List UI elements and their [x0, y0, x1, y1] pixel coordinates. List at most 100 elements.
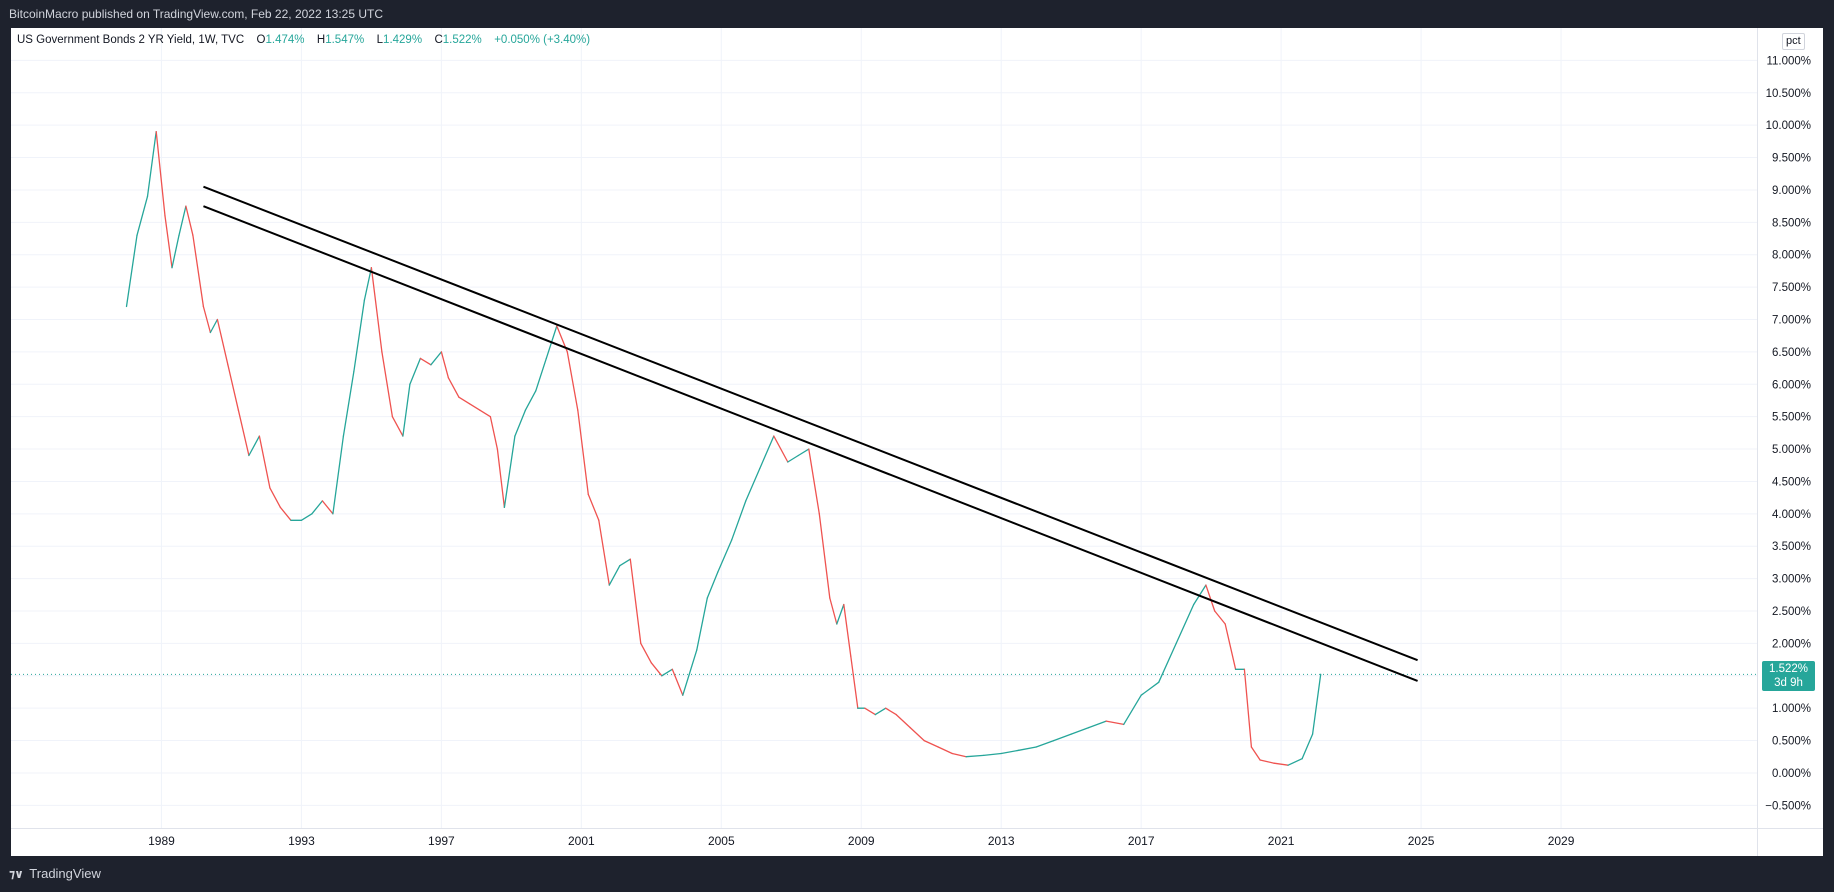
- price-segment: [909, 726, 925, 742]
- price-segment: [202, 305, 212, 334]
- price-segment: [836, 603, 845, 625]
- y-tick-label: 4.000%: [1772, 509, 1811, 521]
- chart-frame[interactable]: −0.500%0.000%0.500%1.000%1.500%2.000%2.5…: [11, 28, 1823, 856]
- price-segment: [661, 668, 673, 677]
- price-segment: [209, 318, 219, 334]
- price-segment: [1140, 681, 1160, 696]
- price-segment: [279, 506, 292, 521]
- price-segment: [608, 565, 621, 586]
- publish-info: BitcoinMacro published on TradingView.co…: [9, 7, 383, 21]
- price-segment: [496, 448, 506, 509]
- price-segment: [409, 357, 422, 385]
- y-tick-label: 10.500%: [1766, 88, 1811, 100]
- y-tick-label: 9.500%: [1772, 153, 1811, 165]
- price-segment: [640, 642, 652, 664]
- price-segment: [363, 267, 373, 301]
- y-tick-label: 8.500%: [1772, 217, 1811, 229]
- price-segment: [1287, 758, 1303, 766]
- axis-unit-toggle[interactable]: pct: [1782, 33, 1805, 50]
- price-segment: [923, 739, 939, 748]
- price-segment: [1273, 762, 1289, 766]
- y-tick-label: −0.500%: [1765, 800, 1811, 812]
- price-segment: [1088, 720, 1107, 729]
- price-segment: [773, 435, 789, 463]
- price-segment: [895, 713, 911, 729]
- legend-close-value: 1.522%: [442, 34, 482, 46]
- price-segment: [1035, 739, 1055, 748]
- y-tick-label: 5.500%: [1772, 412, 1811, 424]
- price-segment: [353, 299, 366, 372]
- publish-header: BitcoinMacro published on TradingView.co…: [0, 0, 1834, 28]
- price-segment: [1018, 746, 1037, 751]
- symbol-legend: US Government Bonds 2 YR Yield, 1W, TVC …: [17, 34, 590, 46]
- price-segment: [1070, 726, 1090, 735]
- price-segment: [402, 383, 411, 437]
- price-segment: [787, 454, 799, 463]
- legend-close-label: C: [434, 34, 443, 46]
- price-segment: [248, 435, 261, 457]
- legend-high-label: H: [316, 34, 326, 46]
- price-segment: [164, 215, 173, 269]
- legend-open-value: 1.474%: [265, 34, 305, 46]
- price-segment: [671, 668, 684, 696]
- x-tick-label: 1989: [148, 834, 175, 848]
- x-tick-label: 2017: [1128, 834, 1155, 848]
- y-tick-label: 1.000%: [1772, 703, 1811, 715]
- legend-low-label: L: [376, 34, 384, 46]
- y-tick-label: 2.000%: [1772, 638, 1811, 650]
- price-segment: [237, 409, 250, 457]
- x-tick-label: 2009: [848, 834, 875, 848]
- y-tick-label: 10.000%: [1766, 120, 1811, 132]
- price-segment: [1214, 610, 1226, 625]
- price-segment: [818, 513, 831, 599]
- price-segment: [430, 351, 443, 366]
- price-segment: [300, 513, 313, 521]
- price-segment: [1311, 673, 1322, 735]
- price-segment: [566, 351, 579, 411]
- price-segment: [258, 435, 271, 489]
- y-tick-label: 5.000%: [1772, 444, 1811, 456]
- price-segment: [136, 195, 149, 236]
- y-tick-label: 4.500%: [1772, 476, 1811, 488]
- x-tick-label: 2005: [708, 834, 735, 848]
- price-segment: [829, 597, 838, 625]
- price-segment: [321, 500, 334, 515]
- price-segment: [1175, 603, 1195, 645]
- bar-countdown: 3d 9h: [1774, 677, 1803, 689]
- price-segment: [370, 267, 383, 353]
- x-tick-label: 2025: [1408, 834, 1435, 848]
- price-segment: [146, 130, 157, 198]
- price-segment: [458, 396, 471, 405]
- price-segment: [311, 500, 324, 515]
- price-segment: [514, 409, 527, 437]
- x-tick-label: 2021: [1268, 834, 1295, 848]
- y-tick-label: 8.000%: [1772, 250, 1811, 262]
- y-tick-label: 7.000%: [1772, 314, 1811, 326]
- price-segment: [216, 318, 229, 366]
- y-tick-label: 11.000%: [1766, 55, 1811, 67]
- price-segment: [874, 707, 887, 716]
- price-chart[interactable]: −0.500%0.000%0.500%1.000%1.500%2.000%2.5…: [11, 28, 1823, 856]
- price-segment: [937, 746, 953, 755]
- x-tick-label: 2029: [1548, 834, 1575, 848]
- price-segment: [682, 649, 698, 696]
- price-segment: [440, 351, 450, 379]
- price-segment: [850, 655, 859, 709]
- price-segment: [1205, 584, 1216, 612]
- price-segment: [577, 409, 589, 496]
- price-segment: [503, 435, 516, 509]
- price-segment: [696, 597, 708, 651]
- y-tick-label: 6.000%: [1772, 379, 1811, 391]
- price-segment: [759, 435, 775, 470]
- price-segment: [1000, 749, 1020, 755]
- price-segment: [391, 416, 404, 437]
- y-tick-label: 3.500%: [1772, 541, 1811, 553]
- price-segment: [1243, 668, 1253, 748]
- price-segment: [489, 416, 499, 450]
- price-segment: [808, 448, 820, 515]
- price-segment: [650, 662, 663, 677]
- price-segment: [1158, 642, 1177, 683]
- price-segment: [1123, 694, 1142, 726]
- price-segment: [524, 390, 537, 411]
- upper-trendline: [203, 185, 1418, 662]
